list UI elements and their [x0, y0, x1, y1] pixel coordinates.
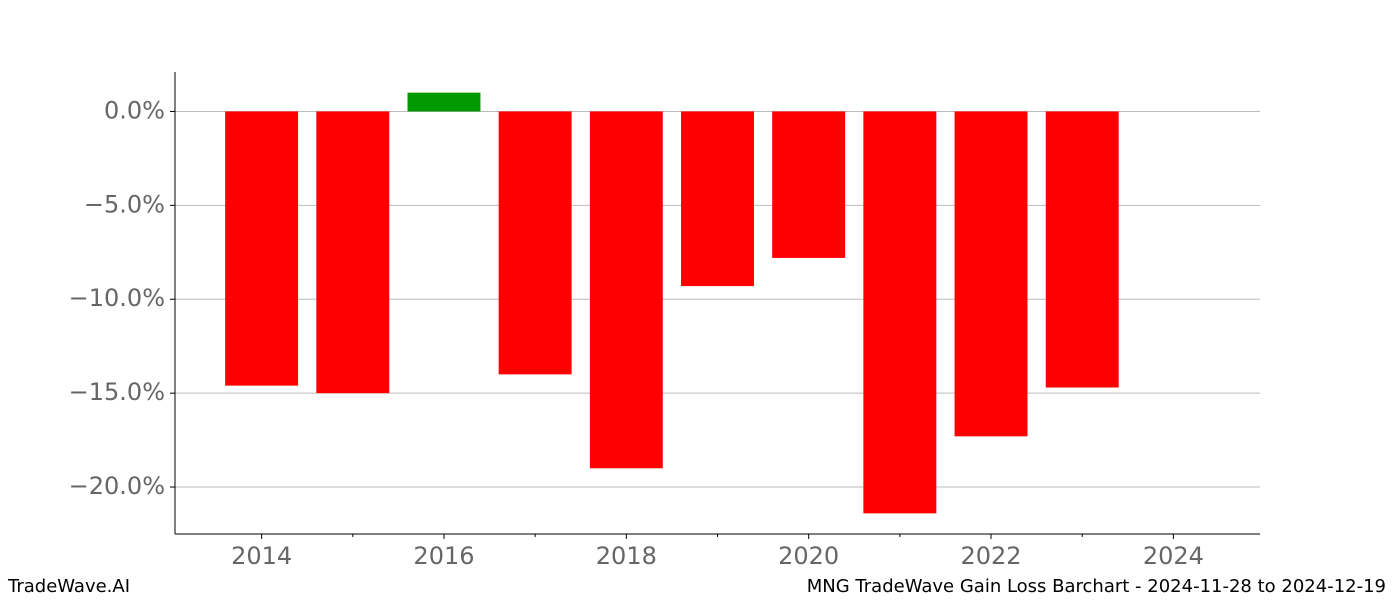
bar [681, 111, 754, 287]
bar [316, 111, 390, 394]
y-tick-label: 0.0% [104, 96, 165, 124]
bar [772, 111, 846, 258]
bar [1045, 111, 1119, 388]
bar [863, 111, 937, 514]
x-tick-label: 2014 [231, 542, 292, 570]
x-tick-label: 2022 [960, 542, 1021, 570]
x-tick-label: 2024 [1143, 542, 1204, 570]
x-tick-label: 2016 [413, 542, 474, 570]
footer-right: MNG TradeWave Gain Loss Barchart - 2024-… [807, 576, 1386, 597]
x-tick-label: 2020 [778, 542, 839, 570]
bar [589, 111, 663, 469]
x-tick-label: 2018 [596, 542, 657, 570]
y-tick-label: −20.0% [69, 472, 165, 500]
y-tick-label: −10.0% [69, 284, 165, 312]
bar [954, 111, 1028, 437]
footer-left: TradeWave.AI [7, 576, 130, 597]
y-tick-label: −5.0% [84, 190, 165, 218]
y-tick-label: −15.0% [69, 378, 165, 406]
bar [498, 111, 572, 375]
bar [225, 111, 299, 386]
bar [407, 92, 481, 112]
